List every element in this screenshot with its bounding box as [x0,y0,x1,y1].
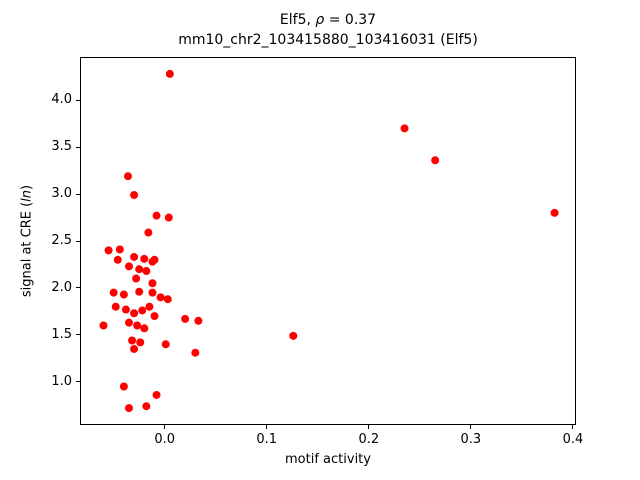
scatter-point [181,314,190,323]
x-tick-mark [368,425,370,429]
scatter-point [111,302,120,311]
scatter-point [124,404,133,413]
y-tick-label: 1.0 [51,373,72,389]
scatter-point [133,321,142,330]
scatter-point [140,254,149,263]
y-tick-mark [76,99,80,101]
scatter-point [164,213,173,222]
plot-area [80,57,576,425]
scatter-point [104,246,113,255]
scatter-point [115,245,124,254]
title-text: Elf5, [279,12,316,28]
scatter-point [289,331,298,340]
scatter-point [194,316,203,325]
y-tick-mark [76,334,80,336]
scatter-point [142,402,151,411]
scatter-point [119,382,128,391]
y-tick-mark [76,193,80,195]
y-axis-label-ln: ln [19,189,35,202]
scatter-point [148,288,157,297]
rho-symbol: ρ [315,12,325,28]
y-axis-label-paren: ) [19,184,35,190]
x-tick-label: 0.1 [256,432,278,447]
y-tick-mark [76,381,80,383]
scatter-point [119,290,128,299]
scatter-point [136,338,145,347]
x-tick-label: 0.2 [358,432,380,447]
scatter-point [161,340,170,349]
scatter-point [156,293,165,302]
y-axis-label: signal at CRE (ln) [20,185,35,297]
scatter-point [150,255,159,264]
scatter-point [135,287,144,296]
title-correlation: = 0.37 [324,12,377,28]
x-tick-mark [266,425,268,429]
scatter-point [130,344,139,353]
y-tick-label: 1.5 [51,326,72,342]
y-tick-mark [76,287,80,289]
scatter-point [550,208,559,217]
scatter-point [145,302,154,311]
scatter-point [128,336,137,345]
x-tick-mark [164,425,166,429]
x-axis-label: motif activity [285,452,371,467]
y-tick-label: 2.5 [51,233,72,248]
scatter-point [130,191,139,199]
x-tick-label: 0.3 [460,432,482,447]
scatter-point [142,267,151,276]
x-tick-label: 0.4 [562,432,584,447]
scatter-point [152,390,161,399]
y-tick-label: 4.0 [51,92,72,108]
scatter-point [165,69,174,78]
scatter-point [130,252,139,261]
scatter-point [152,211,161,220]
scatter-point [144,228,153,237]
scatter-point [99,321,108,330]
scatter-point [124,262,133,271]
y-tick-mark [76,240,80,242]
chart-title-line2: mm10_chr2_103415880_103416031 (Elf5) [178,32,478,48]
scatter-point [163,295,172,304]
x-tick-mark [470,425,472,429]
scatter-point [431,156,440,165]
scatter-point [124,318,133,327]
y-tick-label: 3.5 [51,139,72,155]
x-tick-label: 0.0 [154,432,176,447]
scatter-point [400,124,409,133]
scatter-point [138,306,147,315]
scatter-point [135,265,144,274]
scatter-point [113,255,122,264]
x-tick-mark [572,425,574,429]
y-tick-mark [76,146,80,148]
scatter-point [132,274,141,283]
scatter-point [121,305,130,314]
scatter-canvas [99,69,559,413]
scatter-point [109,288,118,297]
scatter-point [140,324,149,333]
chart-title-line1: Elf5, ρ = 0.37 [80,10,576,30]
y-tick-label: 3.0 [51,186,72,202]
y-tick-label: 2.0 [51,279,72,295]
scatter-point [150,312,159,321]
y-axis-label-text: signal at CRE ( [19,201,35,298]
scatter-point [148,279,157,288]
scatter-point [123,172,132,181]
scatter-point [191,348,200,357]
scatter-point [130,309,139,318]
chart-title: Elf5, ρ = 0.37 mm10_chr2_103415880_10341… [80,10,576,50]
